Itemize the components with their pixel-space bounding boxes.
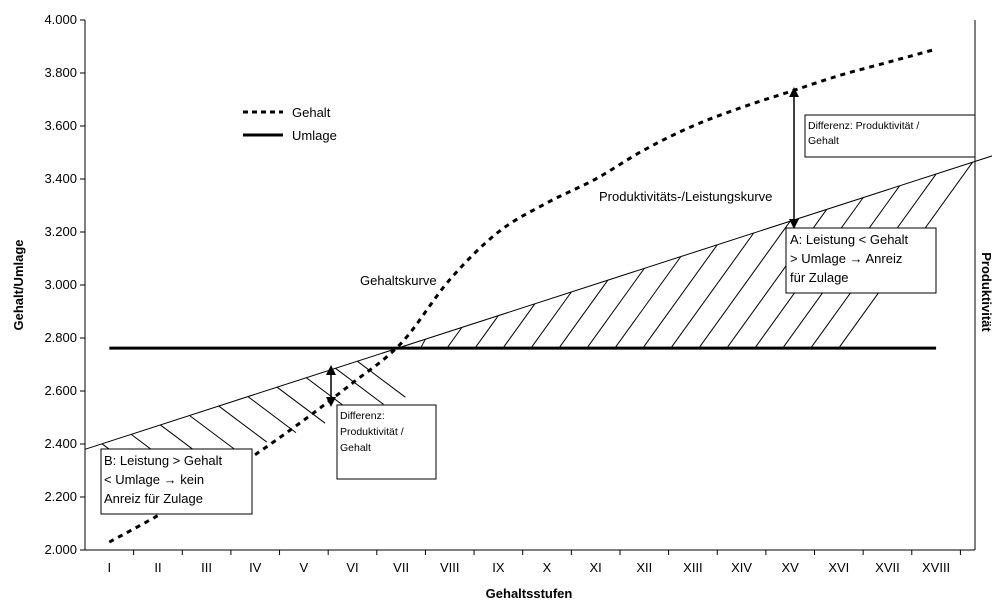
- y-tick-label: 3.400: [44, 171, 77, 186]
- hatch-line: [474, 315, 499, 349]
- x-tick-labels: I II III IV V VI VII VIII IX X XI XII XIII XIV XV XVI XV…: [108, 560, 951, 575]
- legend: Gehalt Umlage: [243, 105, 337, 143]
- arrow-right: [789, 87, 799, 229]
- hatch-line: [335, 367, 384, 405]
- y-axis-title: Gehalt/Umlage: [11, 239, 26, 330]
- hatch-line: [247, 396, 297, 434]
- x-tick-label: I: [108, 560, 112, 575]
- x-tick-label: XVII: [875, 560, 900, 575]
- diff-left-line-2: Produktivität /: [340, 426, 404, 438]
- annotation-produktivitaet: Produktivitäts-/Leistungskurve: [599, 189, 772, 204]
- hatch-line: [642, 244, 718, 349]
- x-tick-label: XVIII: [922, 560, 950, 575]
- hatch-line: [558, 279, 609, 349]
- y-tick-labels: 2.000 2.200 2.400 2.600 2.800 3.000 3.200 3.400…: [44, 12, 77, 557]
- diff-left-line-3: Gehalt: [340, 442, 371, 454]
- x-axis-title: Gehaltsstufen: [486, 586, 573, 601]
- axes: [80, 19, 976, 555]
- x-tick-label: III: [201, 560, 212, 575]
- y-tick-label: 2.400: [44, 436, 77, 451]
- y-tick-label: 3.200: [44, 224, 77, 239]
- hatch-line: [670, 232, 755, 349]
- series-lines: [84, 47, 992, 544]
- y-tick-label: 3.000: [44, 277, 77, 292]
- hatch-line: [530, 291, 572, 349]
- hatch-line: [357, 360, 406, 398]
- x-tick-label: XI: [590, 560, 602, 575]
- y-tick-label: 2.800: [44, 330, 77, 345]
- hatch-line: [189, 415, 238, 452]
- y-tick-label: 2.200: [44, 489, 77, 504]
- y-tick-label: 3.600: [44, 118, 77, 133]
- x-tick-label: VII: [393, 560, 409, 575]
- hatch-line: [446, 327, 463, 349]
- y-tick-label: 4.000: [44, 12, 77, 27]
- box-b: B: Leistung > Gehalt < Umlage → kein Anr…: [100, 448, 253, 515]
- diff-left-line-1: Differenz:: [340, 410, 385, 422]
- productivity-line: [84, 155, 992, 450]
- box-b-line-3: Anreiz für Zulage: [104, 491, 203, 506]
- gehalt-line: [108, 47, 937, 544]
- legend-label-gehalt: Gehalt: [292, 105, 331, 120]
- x-tick-label: VIII: [440, 560, 460, 575]
- y-tick-label: 2.000: [44, 542, 77, 557]
- arrow-left: [326, 365, 336, 407]
- annotation-gehaltskurve: Gehaltskurve: [360, 273, 437, 288]
- box-a-line-2: > Umlage → Anreiz: [790, 251, 902, 266]
- box-a: A: Leistung < Gehalt > Umlage → Anreiz f…: [785, 227, 937, 294]
- box-a-line-1: A: Leistung < Gehalt: [790, 232, 909, 247]
- box-b-line-1: B: Leistung > Gehalt: [104, 453, 223, 468]
- box-a-line-3: für Zulage: [790, 270, 849, 285]
- legend-label-umlage: Umlage: [292, 128, 337, 143]
- diff-box-right: Differenz: Produktivität / Gehalt: [804, 114, 976, 158]
- diff-right-line-1: Differenz: Produktivität /: [808, 120, 919, 132]
- x-tick-label: XIII: [683, 560, 703, 575]
- hatch-line: [614, 256, 682, 349]
- x-tick-label: XV: [782, 560, 800, 575]
- hatch-line: [276, 386, 326, 424]
- diff-box-left: Differenz: Produktivität / Gehalt: [336, 404, 437, 480]
- x-tick-label: IV: [249, 560, 262, 575]
- hatch-line: [586, 268, 645, 349]
- hatch-line: [698, 220, 791, 349]
- x-tick-label: XVI: [828, 560, 849, 575]
- hatch-line: [502, 303, 536, 349]
- x-tick-label: IX: [492, 560, 505, 575]
- x-tick-label: XII: [636, 560, 652, 575]
- x-tick-label: II: [154, 560, 161, 575]
- box-b-line-2: < Umlage → kein: [104, 472, 204, 487]
- x-tick-label: VI: [346, 560, 358, 575]
- y-tick-label: 2.600: [44, 383, 77, 398]
- y2-axis-title: Produktivität: [979, 252, 992, 332]
- x-tick-label: V: [300, 560, 309, 575]
- y-tick-label: 3.800: [44, 65, 77, 80]
- diff-right-line-2: Gehalt: [808, 135, 839, 147]
- hatch-regions: [101, 161, 973, 481]
- x-tick-label: X: [543, 560, 552, 575]
- hatch-line: [218, 405, 268, 443]
- x-tick-label: XIV: [731, 560, 752, 575]
